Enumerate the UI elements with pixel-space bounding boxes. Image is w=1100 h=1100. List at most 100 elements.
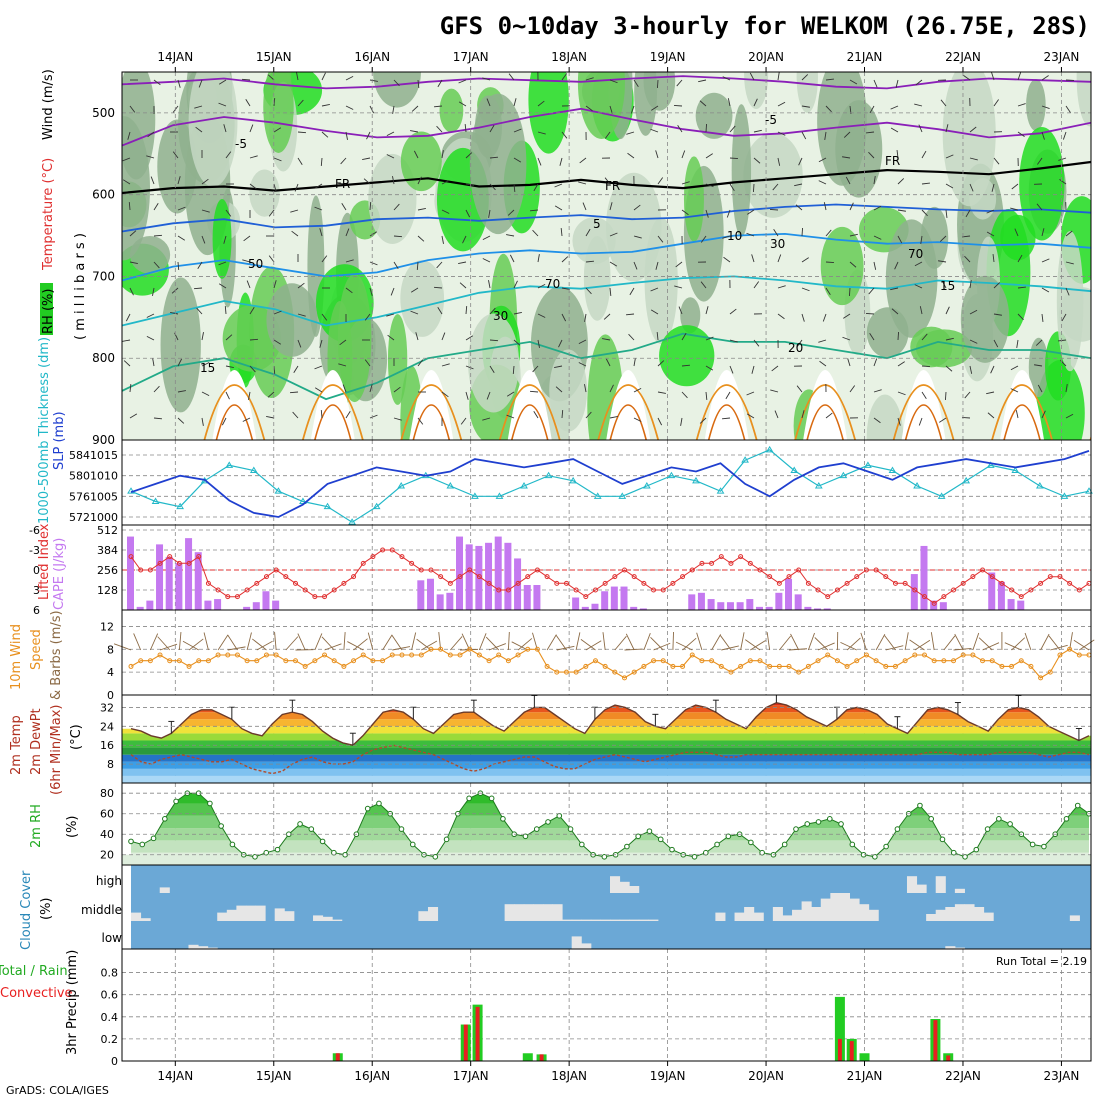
wind-barb (391, 634, 403, 651)
cape-bar (804, 606, 812, 610)
precip-conv-bar (946, 1055, 951, 1061)
rh-point (872, 853, 878, 860)
wind-barb (411, 632, 417, 651)
upper-wind-barb (609, 105, 613, 114)
upper-wind-barb (584, 384, 587, 393)
upper-wind-barb (242, 259, 251, 263)
li-point (215, 587, 221, 593)
wind-barb (159, 643, 178, 651)
isotherm-25 (695, 384, 758, 440)
wind-barb (653, 642, 671, 651)
cape-bar (572, 597, 580, 610)
upper-wind-barb (172, 151, 179, 159)
wind-speed-point (854, 658, 860, 664)
upper-wind-barb (532, 365, 539, 373)
upper-wind-barb (225, 151, 232, 159)
li-point (370, 554, 376, 560)
upper-wind-barb (369, 231, 378, 237)
li-point (1076, 587, 1082, 593)
cloud-bar-middle (792, 909, 803, 921)
rh-point (1007, 821, 1013, 827)
precip-tick-label: 0 (111, 1055, 118, 1068)
rh-point (409, 841, 416, 848)
upper-wind-barb (945, 154, 954, 159)
li-point (1028, 587, 1034, 593)
cloud-bar-low (945, 946, 956, 949)
rh-point (917, 802, 923, 809)
upper-wind-barb (529, 390, 539, 393)
upper-wind-barb (722, 235, 731, 239)
thickness-point (397, 482, 406, 489)
rh-point (162, 816, 168, 822)
cloud-bar-middle (590, 919, 601, 921)
upper-wind-barb (465, 335, 474, 341)
wind-speed-line (130, 648, 1089, 679)
wind-speed-point (747, 658, 753, 664)
upper-wind-barb (825, 105, 832, 113)
upper-wind-barb (603, 313, 611, 320)
rh-point (1029, 841, 1036, 848)
li-point (428, 567, 434, 573)
rh-point (1041, 843, 1047, 850)
bottom-date-label: 22JAN (945, 1069, 981, 1083)
upper-wind-barb (727, 98, 731, 107)
wind-speed-point (263, 652, 269, 658)
li-point (767, 574, 773, 580)
wind-speed-point (825, 652, 831, 658)
rh-point (579, 841, 585, 848)
cloud-bar-low (188, 944, 199, 949)
upper-wind-barb (969, 126, 977, 133)
cloud-bar-low (571, 936, 582, 949)
upper-wind-barb (268, 255, 275, 263)
li-point (970, 574, 976, 580)
temperature-color-bands (122, 695, 1091, 783)
upper-wind-barb (201, 417, 204, 426)
cape-bar (765, 606, 773, 610)
li-point (680, 574, 686, 580)
upper-wind-barb (774, 410, 779, 419)
wind-speed-point (902, 658, 908, 664)
rh-point (804, 821, 811, 827)
rh-point (725, 833, 732, 840)
wind-barb (343, 632, 346, 651)
cape-bar (175, 563, 183, 610)
upper-wind-barb (602, 338, 611, 341)
upper-wind-barb (847, 358, 851, 367)
rh-blob (744, 72, 769, 110)
upper-wind-barb (558, 339, 563, 348)
precip-conv-bar (837, 1038, 842, 1061)
cloud-bar-middle (226, 909, 237, 921)
upper-wind-barb (705, 365, 714, 371)
rh-blob (400, 131, 442, 192)
temp-band (122, 761, 1091, 769)
upper-wind-barb (482, 258, 491, 263)
upper-wind-barb (122, 179, 131, 185)
wind-speed-point (999, 663, 1005, 669)
cape-bar (775, 592, 783, 610)
upper-wind-barb (630, 105, 635, 114)
upper-wind-barb (363, 178, 371, 185)
thickness-point (569, 476, 578, 484)
upper-wind-barb (991, 183, 995, 192)
wind-speed-point (680, 663, 686, 669)
upper-wind-barb (920, 235, 923, 244)
upper-wind-barb (465, 209, 471, 218)
li-point (496, 587, 502, 593)
li-point (505, 587, 511, 593)
upper-wind-barb (969, 339, 978, 344)
upper-wind-barb (506, 391, 515, 397)
upper-wind-barb (945, 365, 953, 372)
cloud-bar-middle (830, 893, 841, 921)
isotherm-30 (412, 404, 451, 440)
upper-wind-barb (675, 261, 683, 268)
slp-grid (122, 454, 1091, 518)
wind-speed-point (980, 658, 986, 664)
upper-wind-barb (321, 72, 326, 81)
li-point (312, 594, 318, 600)
li-point (960, 580, 966, 586)
precip-tick-label: 0.8 (101, 967, 119, 980)
wind-barb (885, 645, 904, 651)
upper-wind-barb (390, 287, 395, 296)
upper-wind-barb (681, 209, 689, 216)
wind-barb (217, 634, 229, 651)
